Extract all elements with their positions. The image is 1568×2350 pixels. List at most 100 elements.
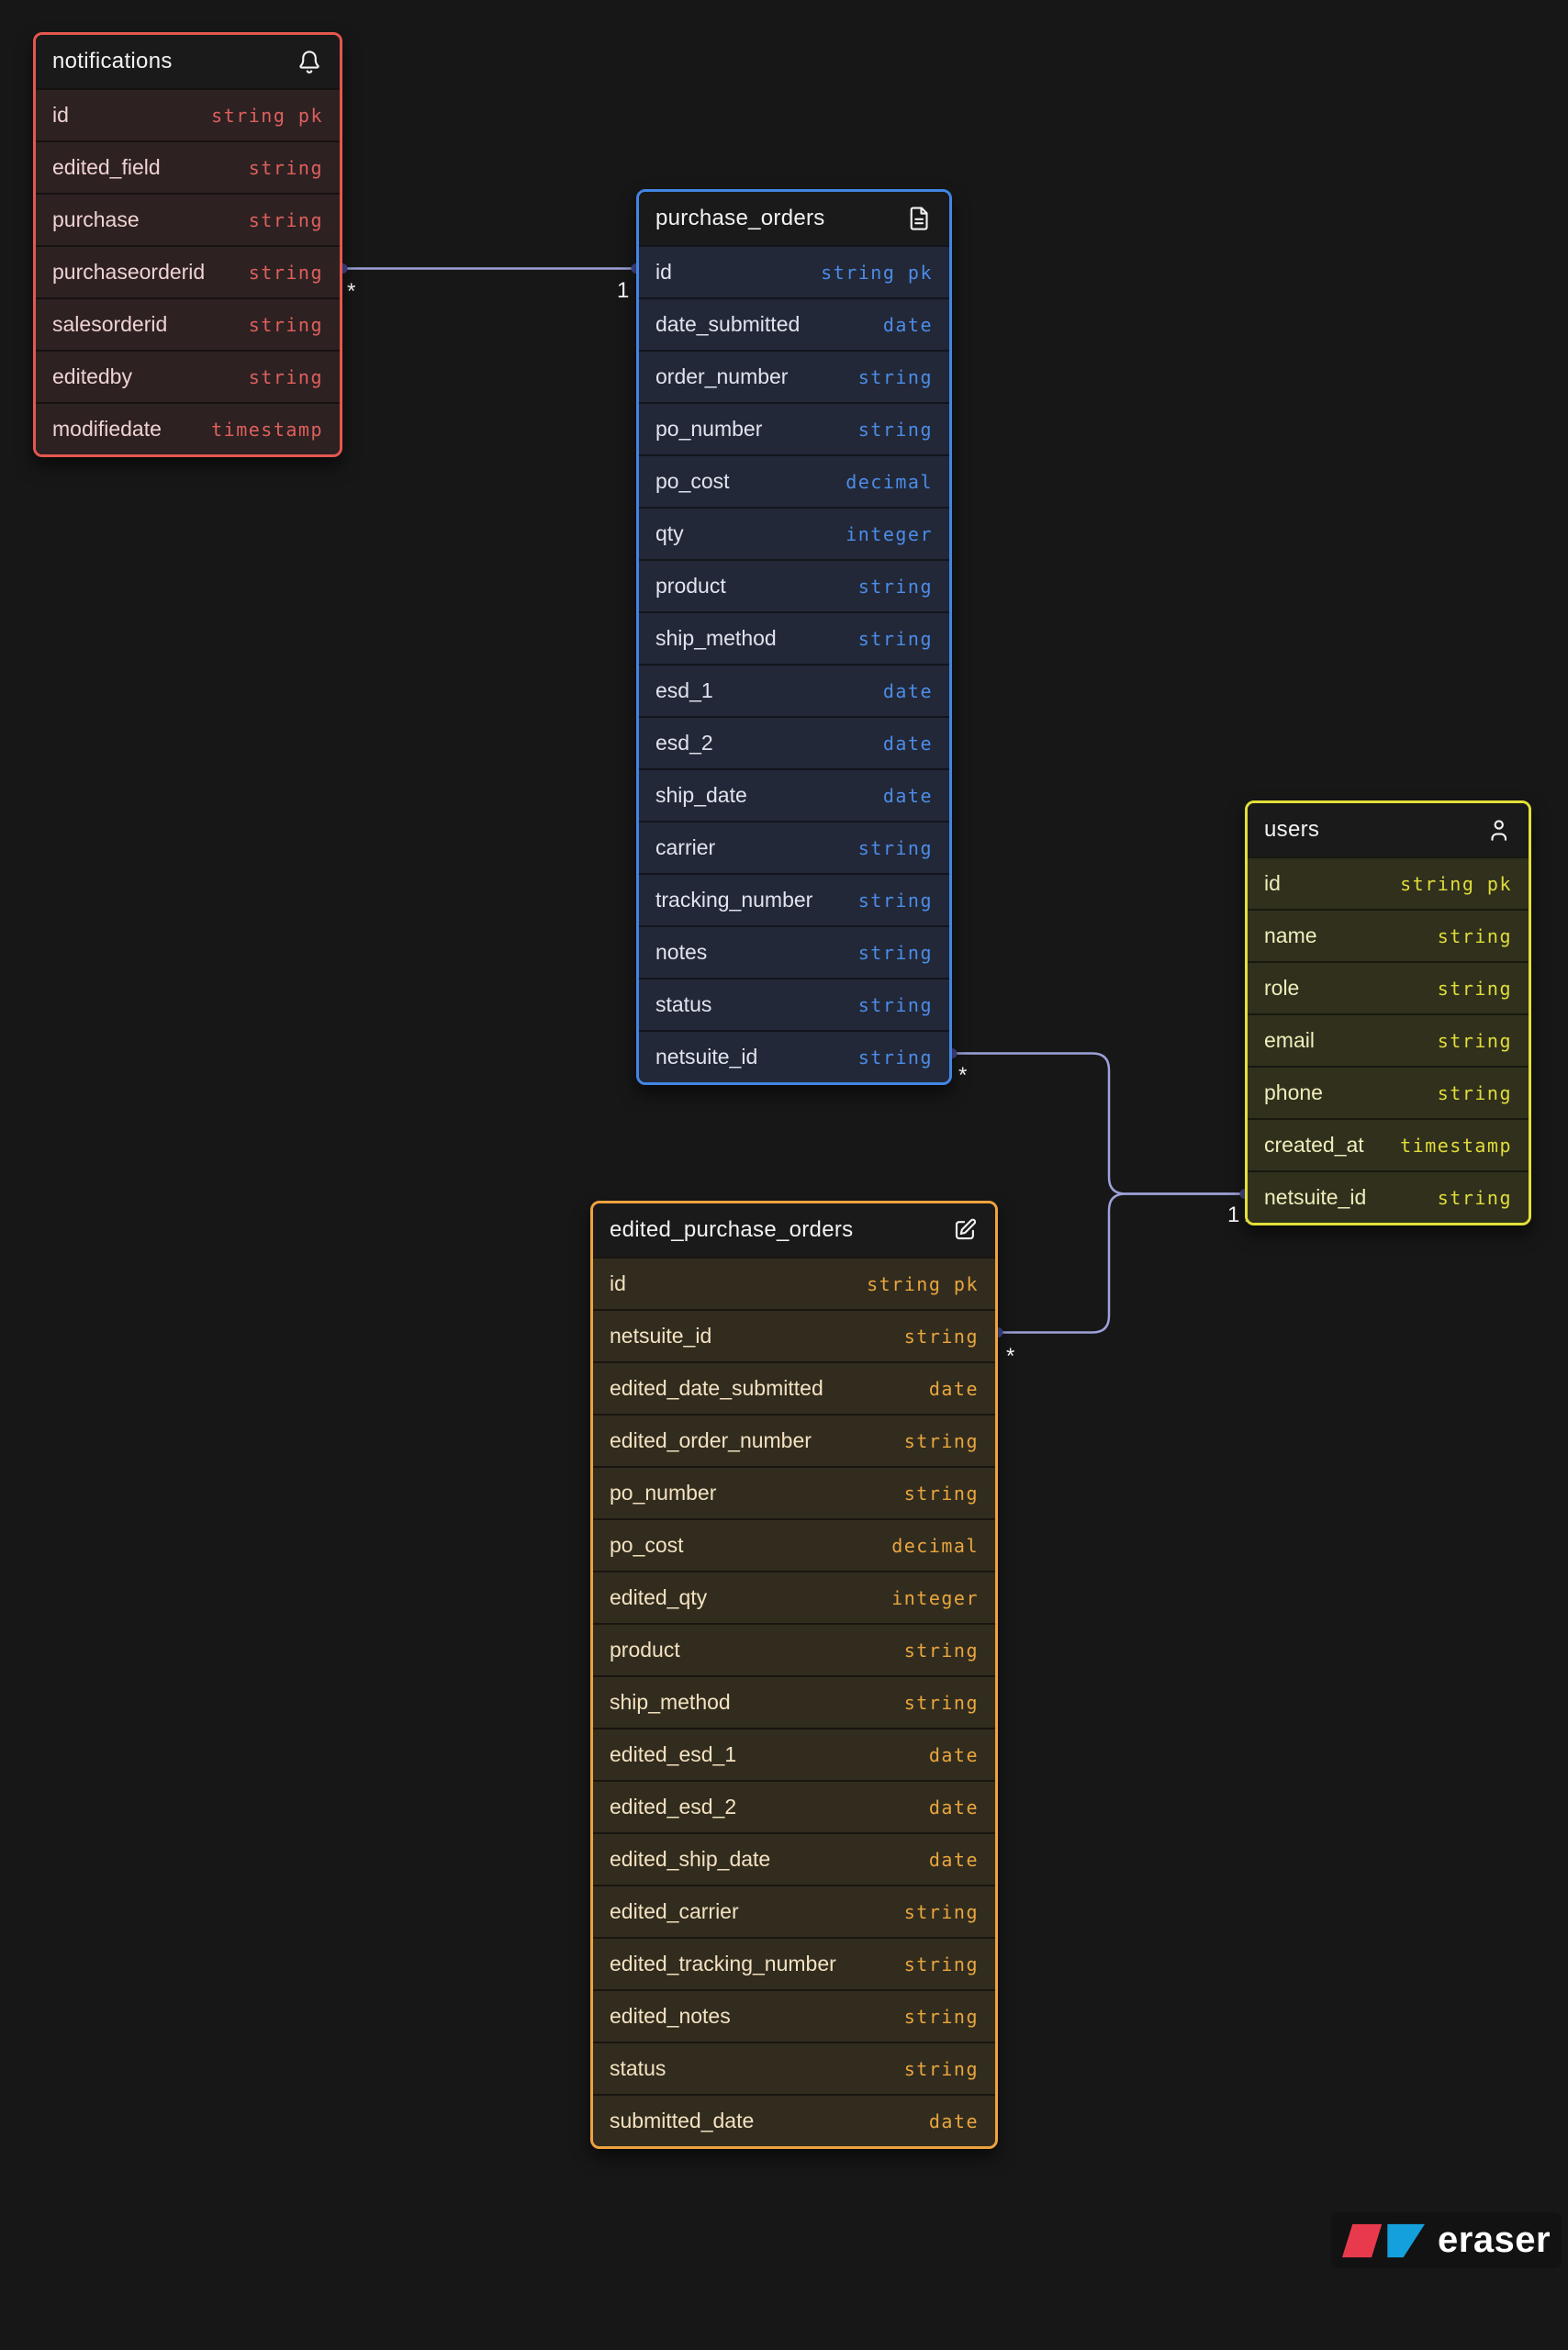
field-row-product[interactable]: product string xyxy=(639,559,949,611)
field-name: status xyxy=(610,2056,666,2080)
field-name: name xyxy=(1264,923,1317,947)
table-header[interactable]: users xyxy=(1248,803,1529,856)
table-title: notifications xyxy=(52,49,173,73)
field-name: id xyxy=(52,103,69,127)
field-name: netsuite_id xyxy=(610,1324,712,1348)
field-row-created_at[interactable]: created_at timestamp xyxy=(1248,1118,1529,1170)
field-type: decimal xyxy=(846,470,933,493)
cardinality-label: 1 xyxy=(617,278,630,303)
field-type: string xyxy=(857,836,933,859)
field-row-edited_qty[interactable]: edited_qty integer xyxy=(593,1571,995,1623)
field-type: string xyxy=(1437,1029,1512,1052)
table-notifications[interactable]: notifications id string pk edited_field str… xyxy=(33,32,342,457)
relationship-line-purchase-orders-users[interactable] xyxy=(952,1052,1245,1195)
field-row-phone[interactable]: phone string xyxy=(1248,1066,1529,1118)
field-name: notes xyxy=(655,940,708,964)
field-type: string xyxy=(903,1691,979,1714)
field-type: string xyxy=(1437,977,1512,1000)
field-type: string xyxy=(248,313,323,336)
field-row-ship_date[interactable]: ship_date date xyxy=(639,768,949,821)
field-row-modifiedate[interactable]: modifiedate timestamp xyxy=(36,402,340,454)
table-edited-purchase-orders[interactable]: edited_purchase_orders id string pk netsui… xyxy=(590,1201,998,2149)
eraser-wordmark: eraser xyxy=(1438,2220,1551,2260)
field-type: integer xyxy=(891,1586,979,1609)
field-row-salesorderid[interactable]: salesorderid string xyxy=(36,297,340,350)
field-row-netsuite_id[interactable]: netsuite_id string xyxy=(639,1030,949,1082)
field-row-po_cost[interactable]: po_cost decimal xyxy=(593,1518,995,1571)
field-name: po_cost xyxy=(610,1533,684,1557)
field-row-esd_1[interactable]: esd_1 date xyxy=(639,664,949,716)
field-row-submitted_date[interactable]: submitted_date date xyxy=(593,2094,995,2146)
field-row-edited_esd_2[interactable]: edited_esd_2 date xyxy=(593,1780,995,1832)
field-row-id[interactable]: id string pk xyxy=(1248,856,1529,909)
field-row-tracking_number[interactable]: tracking_number string xyxy=(639,873,949,925)
field-row-edited_notes[interactable]: edited_notes string xyxy=(593,1989,995,2042)
field-type: string xyxy=(857,627,933,650)
field-row-netsuite_id[interactable]: netsuite_id string xyxy=(593,1309,995,1361)
field-type: date xyxy=(928,1796,979,1818)
field-name: esd_1 xyxy=(655,678,713,702)
field-type: timestamp xyxy=(211,418,323,441)
field-type: date xyxy=(928,2109,979,2132)
field-row-role[interactable]: role string xyxy=(1248,961,1529,1013)
field-row-id[interactable]: id string pk xyxy=(593,1257,995,1309)
field-row-qty[interactable]: qty integer xyxy=(639,507,949,559)
table-header[interactable]: notifications xyxy=(36,35,340,88)
field-name: id xyxy=(655,260,672,284)
field-row-po_cost[interactable]: po_cost decimal xyxy=(639,454,949,507)
field-row-edited_field[interactable]: edited_field string xyxy=(36,140,340,193)
eraser-watermark: eraser xyxy=(1331,2212,1562,2268)
field-row-name[interactable]: name string xyxy=(1248,909,1529,961)
field-row-edited_ship_date[interactable]: edited_ship_date date xyxy=(593,1832,995,1885)
field-row-purchaseorderid[interactable]: purchaseorderid string xyxy=(36,245,340,297)
field-name: status xyxy=(655,992,712,1016)
field-row-edited_tracking_number[interactable]: edited_tracking_number string xyxy=(593,1937,995,1989)
field-type: string pk xyxy=(211,104,323,127)
field-row-status[interactable]: status string xyxy=(593,2042,995,2094)
field-row-edited_esd_1[interactable]: edited_esd_1 date xyxy=(593,1728,995,1780)
field-type: string xyxy=(857,1046,933,1069)
field-row-editedby[interactable]: editedby string xyxy=(36,350,340,402)
field-row-email[interactable]: email string xyxy=(1248,1013,1529,1066)
field-row-ship_method[interactable]: ship_method string xyxy=(639,611,949,664)
field-type: date xyxy=(882,732,933,755)
field-row-date_submitted[interactable]: date_submitted date xyxy=(639,297,949,350)
field-row-id[interactable]: id string pk xyxy=(36,88,340,140)
field-row-notes[interactable]: notes string xyxy=(639,925,949,978)
field-name: edited_carrier xyxy=(610,1899,739,1923)
table-header[interactable]: purchase_orders xyxy=(639,192,949,245)
field-type: string xyxy=(903,1953,979,1975)
field-row-id[interactable]: id string pk xyxy=(639,245,949,297)
field-type: string xyxy=(857,418,933,441)
relationship-line-edited-purchase-orders-users[interactable] xyxy=(998,1192,1245,1334)
field-row-po_number[interactable]: po_number string xyxy=(639,402,949,454)
field-row-esd_2[interactable]: esd_2 date xyxy=(639,716,949,768)
field-row-carrier[interactable]: carrier string xyxy=(639,821,949,873)
field-name: date_submitted xyxy=(655,312,801,336)
table-purchase-orders[interactable]: purchase_orders id string pk date_submitte… xyxy=(636,189,952,1085)
field-name: netsuite_id xyxy=(1264,1185,1367,1209)
field-row-order_number[interactable]: order_number string xyxy=(639,350,949,402)
field-type: string xyxy=(903,2005,979,2028)
table-header[interactable]: edited_purchase_orders xyxy=(593,1203,995,1257)
field-row-edited_carrier[interactable]: edited_carrier string xyxy=(593,1885,995,1937)
cardinality-label: * xyxy=(1006,1344,1015,1369)
field-row-status[interactable]: status string xyxy=(639,978,949,1030)
field-row-edited_date_submitted[interactable]: edited_date_submitted date xyxy=(593,1361,995,1414)
field-row-ship_method[interactable]: ship_method string xyxy=(593,1675,995,1728)
field-type: string xyxy=(1437,1081,1512,1104)
field-row-po_number[interactable]: po_number string xyxy=(593,1466,995,1518)
field-row-product[interactable]: product string xyxy=(593,1623,995,1675)
table-body: id string pk edited_field string purchase str… xyxy=(36,88,340,454)
field-row-purchase[interactable]: purchase string xyxy=(36,193,340,245)
field-name: id xyxy=(610,1271,626,1295)
field-name: ship_method xyxy=(610,1690,731,1714)
table-users[interactable]: users id string pk name string role string ema… xyxy=(1245,800,1531,1225)
field-type: string xyxy=(903,1325,979,1348)
field-type: string xyxy=(857,889,933,912)
edit-icon xyxy=(951,1216,979,1244)
field-type: date xyxy=(882,784,933,807)
field-row-netsuite_id[interactable]: netsuite_id string xyxy=(1248,1170,1529,1223)
field-row-edited_order_number[interactable]: edited_order_number string xyxy=(593,1414,995,1466)
